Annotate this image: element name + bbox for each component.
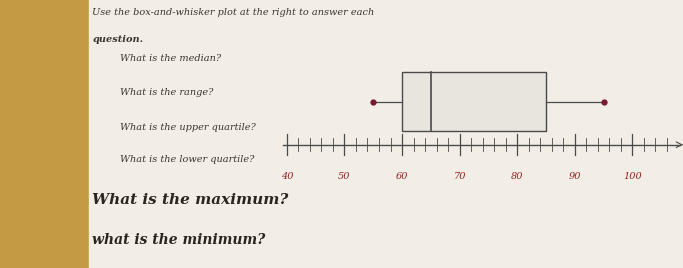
Text: What is the range?: What is the range?: [120, 88, 213, 98]
Text: What is the maximum?: What is the maximum?: [92, 193, 288, 207]
Text: 60: 60: [396, 172, 408, 181]
Text: Use the box-and-whisker plot at the right to answer each: Use the box-and-whisker plot at the righ…: [92, 8, 374, 17]
Text: 40: 40: [281, 172, 293, 181]
Bar: [402, 72, 546, 131]
Text: 100: 100: [623, 172, 642, 181]
Text: 50: 50: [338, 172, 350, 181]
Text: what is the minimum?: what is the minimum?: [92, 233, 266, 247]
Text: 90: 90: [568, 172, 581, 181]
Text: 70: 70: [454, 172, 466, 181]
Text: What is the upper quartile?: What is the upper quartile?: [120, 123, 255, 132]
Text: What is the lower quartile?: What is the lower quartile?: [120, 155, 254, 165]
Bar: [89, 0, 683, 268]
Text: question.: question.: [92, 35, 143, 44]
Text: What is the median?: What is the median?: [120, 54, 221, 63]
Text: 80: 80: [511, 172, 523, 181]
